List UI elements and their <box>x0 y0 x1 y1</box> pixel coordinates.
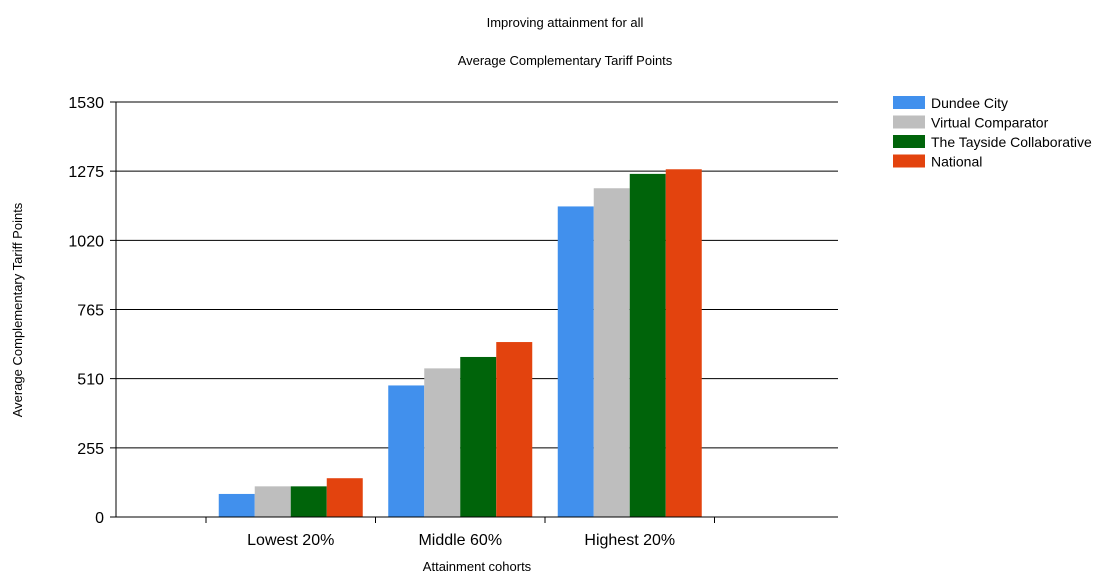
bar <box>593 188 630 518</box>
y-tick-label: 255 <box>77 441 104 458</box>
legend-label: Dundee City <box>931 95 1008 111</box>
bar <box>460 356 497 517</box>
legend-swatch <box>893 135 925 148</box>
y-tick-label: 0 <box>95 510 104 527</box>
legend-label: Virtual Comparator <box>931 115 1049 131</box>
legend-swatch <box>893 96 925 109</box>
x-axis-title: Attainment cohorts <box>423 559 532 571</box>
y-tick-label: 765 <box>77 303 104 320</box>
bar <box>665 169 702 517</box>
bars <box>218 169 702 518</box>
bar <box>290 486 327 517</box>
legend-label: The Tayside Collaborative <box>931 134 1092 150</box>
bar <box>557 206 594 517</box>
bar <box>629 173 666 517</box>
legend: Dundee City Virtual Comparator The Tayside… <box>893 95 1092 170</box>
bar <box>218 493 255 517</box>
bar <box>496 342 533 517</box>
y-tick-label: 1530 <box>68 95 104 112</box>
axes: 0 255 510 765 1020 1275 1530 Lowest 20% Middle 6… <box>68 95 838 549</box>
chart-title: Improving attainment for all <box>487 15 644 30</box>
y-axis-title: Average Complementary Tariff Points <box>10 202 25 417</box>
y-tick-label: 1020 <box>68 233 104 250</box>
bar <box>254 486 291 517</box>
legend-swatch <box>893 154 925 168</box>
bar <box>388 385 425 517</box>
bar <box>424 368 461 517</box>
chart-subtitle: Average Complementary Tariff Points <box>458 53 673 68</box>
x-category-label: Middle 60% <box>418 532 502 549</box>
y-tick-label: 1275 <box>68 164 104 181</box>
gridlines <box>110 101 838 449</box>
legend-swatch <box>893 115 925 129</box>
bar <box>326 478 363 517</box>
y-tick-label: 510 <box>77 372 104 389</box>
legend-label: National <box>931 154 982 170</box>
x-category-label: Highest 20% <box>584 532 675 549</box>
x-category-label: Lowest 20% <box>247 532 334 549</box>
